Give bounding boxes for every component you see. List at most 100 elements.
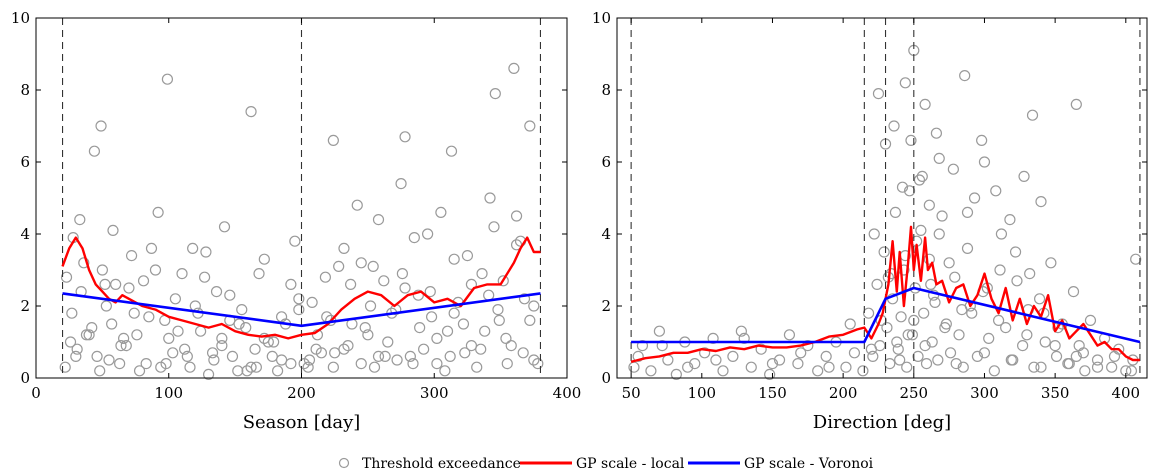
scatter-point [636, 340, 649, 352]
scatter-point [465, 340, 478, 352]
scatter-point [823, 361, 835, 373]
scatter-point [990, 185, 1002, 197]
scatter-point [391, 354, 403, 366]
scatter-point [169, 293, 181, 305]
scatter-point [871, 278, 883, 290]
scatter-point [645, 365, 657, 377]
scatter-point [143, 311, 155, 323]
scatter-point [187, 242, 199, 254]
scatter-point [240, 322, 252, 334]
scatter-point [976, 134, 988, 146]
scatter-point [262, 336, 274, 348]
scatter-point [901, 361, 913, 373]
scatter-point [1050, 350, 1063, 362]
scatter-point [1000, 322, 1012, 334]
scatter-point [78, 257, 90, 269]
scatter-point [395, 178, 407, 190]
scatter-point [218, 221, 231, 233]
scatter-point [241, 365, 253, 377]
scatter-point [764, 368, 776, 380]
scatter-point [840, 361, 852, 373]
scatter-point [959, 69, 971, 82]
scatter-point [268, 336, 280, 348]
scatter-point [510, 210, 523, 222]
series-line-gp-voronoi [62, 292, 541, 328]
scatter-point [505, 340, 517, 352]
scatter-point [1026, 109, 1039, 121]
scatter-point [913, 174, 926, 186]
scatter-point [961, 206, 974, 218]
scatter-point [745, 361, 757, 373]
scatter-point [949, 271, 961, 283]
scatter-point [844, 318, 856, 330]
scatter-point [70, 350, 82, 362]
scatter-point [83, 329, 95, 341]
scatter-point [372, 214, 385, 226]
scatter-point [1035, 361, 1047, 373]
x-tick-label: 350 [1041, 384, 1070, 402]
scatter-point [933, 228, 945, 240]
scatter-point [123, 282, 135, 294]
scatter-point [258, 253, 270, 265]
scatter-point [80, 329, 93, 341]
scatter-point [755, 343, 767, 355]
scatter-point [848, 347, 861, 359]
scatter-point [448, 253, 460, 265]
scatter-point [364, 300, 377, 312]
legend-marker-threshold-icon [338, 457, 350, 469]
scatter-point [957, 361, 969, 373]
scatter-point [1070, 98, 1082, 111]
scatter-point [926, 336, 938, 348]
scatter-point [792, 358, 804, 370]
scatter-point [327, 134, 339, 146]
scatter-point [1049, 340, 1061, 352]
y-tick-label: 6 [20, 153, 30, 171]
y-tick-label: 10 [11, 9, 30, 27]
scatter-point [351, 199, 363, 211]
scatter-point [245, 105, 257, 118]
scatter-point [367, 260, 379, 272]
scatter-point [1018, 170, 1030, 182]
scatter-point [944, 347, 957, 359]
scatter-point [1125, 365, 1138, 377]
scatter-point [1130, 253, 1142, 265]
scatter-point [906, 329, 918, 341]
scatter-point [628, 361, 640, 373]
scatter-point [368, 361, 381, 373]
scatter-point [891, 336, 903, 348]
scatter-point [306, 296, 318, 308]
direction-chart-panel: 50 100 150 200 250 300 350 400 0 2 4 6 8 10 Direction … [592, 9, 1148, 433]
scatter-point [435, 206, 447, 218]
scatter-point [896, 181, 909, 193]
scatter-point [258, 332, 270, 344]
scatter-point [461, 250, 474, 262]
scatter-point [128, 307, 140, 319]
scatter-point [125, 250, 138, 262]
scatter-point [919, 340, 931, 352]
x-tick-label: 400 [1111, 384, 1140, 402]
scatter-point [862, 307, 875, 319]
scatter-point [1009, 246, 1022, 258]
scatter-point [899, 77, 911, 89]
scatter-point [59, 361, 71, 373]
scatter-point [919, 98, 931, 111]
scatter-point [912, 350, 924, 362]
scatter-point [1017, 340, 1029, 352]
scatter-point [1045, 257, 1057, 269]
scatter-point [293, 293, 305, 305]
scatter-point [133, 365, 146, 377]
scatter-point [508, 62, 520, 75]
scatter-point [152, 206, 164, 218]
scatter-point [988, 365, 1000, 377]
scatter-point [224, 289, 236, 301]
x-tick-label: 300 [970, 384, 999, 402]
scatter-point [1021, 329, 1033, 341]
scatter-point [518, 293, 531, 305]
scatter-point [857, 365, 869, 377]
scatter-point [484, 192, 496, 204]
scatter-point [1028, 361, 1040, 373]
scatter-point [379, 350, 391, 362]
scatter-point [699, 347, 711, 359]
scatter-point [106, 318, 118, 330]
scatter-point [961, 242, 974, 254]
